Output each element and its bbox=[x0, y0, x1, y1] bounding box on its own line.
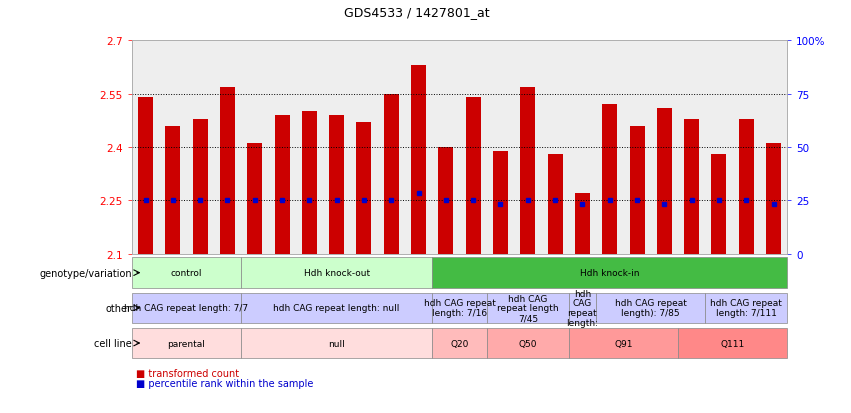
Text: hdh CAG
repeat length
7/45: hdh CAG repeat length 7/45 bbox=[497, 294, 558, 322]
Bar bbox=[432, 258, 787, 288]
Bar bbox=[568, 328, 678, 358]
Bar bbox=[192, 119, 208, 254]
Text: Hdh knock-out: Hdh knock-out bbox=[304, 268, 369, 278]
Text: hdh CAG repeat
length: 7/111: hdh CAG repeat length: 7/111 bbox=[711, 299, 782, 318]
Bar bbox=[241, 258, 432, 288]
Text: other: other bbox=[106, 303, 132, 313]
Text: null: null bbox=[328, 339, 345, 348]
Text: control: control bbox=[171, 268, 203, 278]
Bar bbox=[568, 293, 596, 323]
Bar bbox=[241, 328, 432, 358]
Bar bbox=[575, 194, 590, 254]
Bar bbox=[132, 328, 241, 358]
Text: hdh CAG repeat
length: 7/16: hdh CAG repeat length: 7/16 bbox=[424, 299, 495, 318]
Bar bbox=[705, 293, 787, 323]
Bar bbox=[657, 109, 671, 254]
Bar bbox=[357, 123, 372, 254]
Bar bbox=[302, 112, 317, 254]
Text: ■ transformed count: ■ transformed count bbox=[136, 368, 239, 378]
Text: hdh CAG repeat
length): 7/85: hdh CAG repeat length): 7/85 bbox=[614, 299, 687, 318]
Bar bbox=[432, 293, 487, 323]
Bar bbox=[711, 155, 727, 254]
Text: Q20: Q20 bbox=[450, 339, 469, 348]
Text: hdh CAG repeat length: 7/7: hdh CAG repeat length: 7/7 bbox=[124, 304, 248, 313]
Text: Q111: Q111 bbox=[721, 339, 745, 348]
Bar bbox=[138, 98, 153, 254]
Bar bbox=[766, 144, 781, 254]
Text: hdh CAG repeat length: null: hdh CAG repeat length: null bbox=[273, 304, 400, 313]
Bar bbox=[487, 293, 568, 323]
Bar bbox=[432, 328, 487, 358]
Text: Q91: Q91 bbox=[614, 339, 632, 348]
Bar bbox=[547, 155, 563, 254]
Bar bbox=[132, 258, 241, 288]
Bar bbox=[384, 95, 399, 254]
Bar bbox=[248, 144, 262, 254]
Text: GDS4533 / 1427801_at: GDS4533 / 1427801_at bbox=[344, 6, 490, 19]
Bar bbox=[165, 126, 180, 254]
Bar bbox=[603, 105, 617, 254]
Bar bbox=[465, 98, 481, 254]
Text: hdh
CAG
repeat
length:: hdh CAG repeat length: bbox=[567, 289, 598, 327]
Bar bbox=[520, 88, 535, 254]
Bar bbox=[275, 116, 289, 254]
Bar bbox=[220, 88, 235, 254]
Text: ■ percentile rank within the sample: ■ percentile rank within the sample bbox=[136, 378, 313, 388]
Bar bbox=[487, 328, 568, 358]
Bar bbox=[684, 119, 700, 254]
Text: Q50: Q50 bbox=[518, 339, 537, 348]
Text: Hdh knock-in: Hdh knock-in bbox=[580, 268, 639, 278]
Bar bbox=[438, 148, 454, 254]
Bar bbox=[132, 293, 241, 323]
Bar bbox=[241, 293, 432, 323]
Bar bbox=[596, 293, 705, 323]
Text: cell line: cell line bbox=[94, 338, 132, 348]
Text: parental: parental bbox=[168, 339, 205, 348]
Bar bbox=[411, 66, 426, 254]
Bar bbox=[739, 119, 754, 254]
Text: genotype/variation: genotype/variation bbox=[39, 268, 132, 278]
Bar bbox=[630, 126, 644, 254]
Bar bbox=[678, 328, 787, 358]
Bar bbox=[329, 116, 344, 254]
Bar bbox=[493, 151, 508, 254]
